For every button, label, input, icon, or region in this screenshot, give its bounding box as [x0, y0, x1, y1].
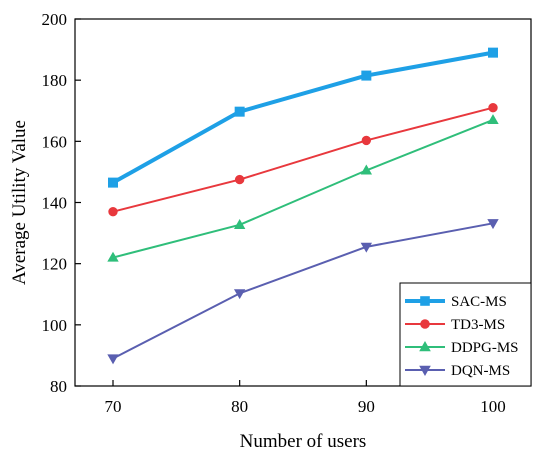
legend-triangle-down-marker: [419, 365, 431, 376]
legend-item: SAC-MS: [405, 294, 507, 310]
circle-marker: [108, 206, 118, 217]
axis-ticks: 70 80 90 100 80 100 120 140 160 180 200: [42, 10, 506, 416]
square-marker: [361, 70, 372, 81]
square-marker: [488, 47, 498, 58]
legend-label: DQN-MS: [451, 363, 510, 379]
legend-circle-marker: [420, 319, 430, 329]
series-line: [112, 50, 494, 185]
x-tick-label: 100: [480, 397, 506, 416]
y-axis-title: Average Utility Value: [9, 120, 30, 285]
series-line: [112, 118, 494, 259]
plot-area: 70 80 90 100 80 100 120 140 160 180 200: [42, 10, 532, 416]
triangle-down-marker: [233, 289, 246, 300]
circle-marker: [488, 102, 498, 113]
series-dqn-ms: [107, 219, 499, 365]
x-tick-label: 90: [358, 397, 375, 416]
x-tick-label: 70: [105, 397, 122, 416]
x-tick-label: 80: [231, 397, 248, 416]
circle-marker: [234, 174, 245, 185]
y-tick-label: 180: [42, 71, 68, 90]
legend-item: DQN-MS: [405, 363, 510, 379]
legend-label: SAC-MS: [451, 294, 507, 310]
x-axis-title: Number of users: [240, 431, 367, 452]
square-marker: [108, 177, 118, 188]
legend-label: TD3-MS: [451, 317, 505, 333]
triangle-down-marker: [360, 242, 373, 253]
y-tick-label: 80: [50, 377, 67, 396]
series-ddpg-ms: [107, 114, 499, 262]
y-tick-label: 140: [42, 194, 68, 213]
triangle-up-marker: [233, 218, 246, 229]
legend: SAC-MS TD3-MS DDPG-MS DQN-MS: [399, 282, 532, 387]
series-line: [112, 222, 494, 360]
series-td3-ms: [108, 102, 498, 217]
square-marker: [234, 106, 245, 117]
triangle-up-marker: [107, 251, 119, 262]
y-tick-label: 200: [42, 10, 68, 29]
legend-item: TD3-MS: [405, 317, 505, 333]
series-sac-ms: [108, 47, 498, 188]
series-group: [107, 47, 499, 365]
y-tick-label: 120: [42, 255, 68, 274]
legend-label: DDPG-MS: [451, 340, 519, 356]
triangle-down-marker: [487, 219, 499, 230]
triangle-up-marker: [487, 114, 499, 125]
legend-item: DDPG-MS: [405, 340, 519, 356]
triangle-down-marker: [107, 354, 119, 365]
series-line: [112, 106, 494, 213]
y-tick-label: 160: [42, 132, 68, 151]
legend-square-marker: [420, 296, 430, 306]
circle-marker: [361, 135, 372, 146]
legend-triangle-up-marker: [419, 341, 431, 352]
triangle-up-marker: [360, 164, 373, 175]
y-tick-label: 100: [42, 316, 68, 335]
